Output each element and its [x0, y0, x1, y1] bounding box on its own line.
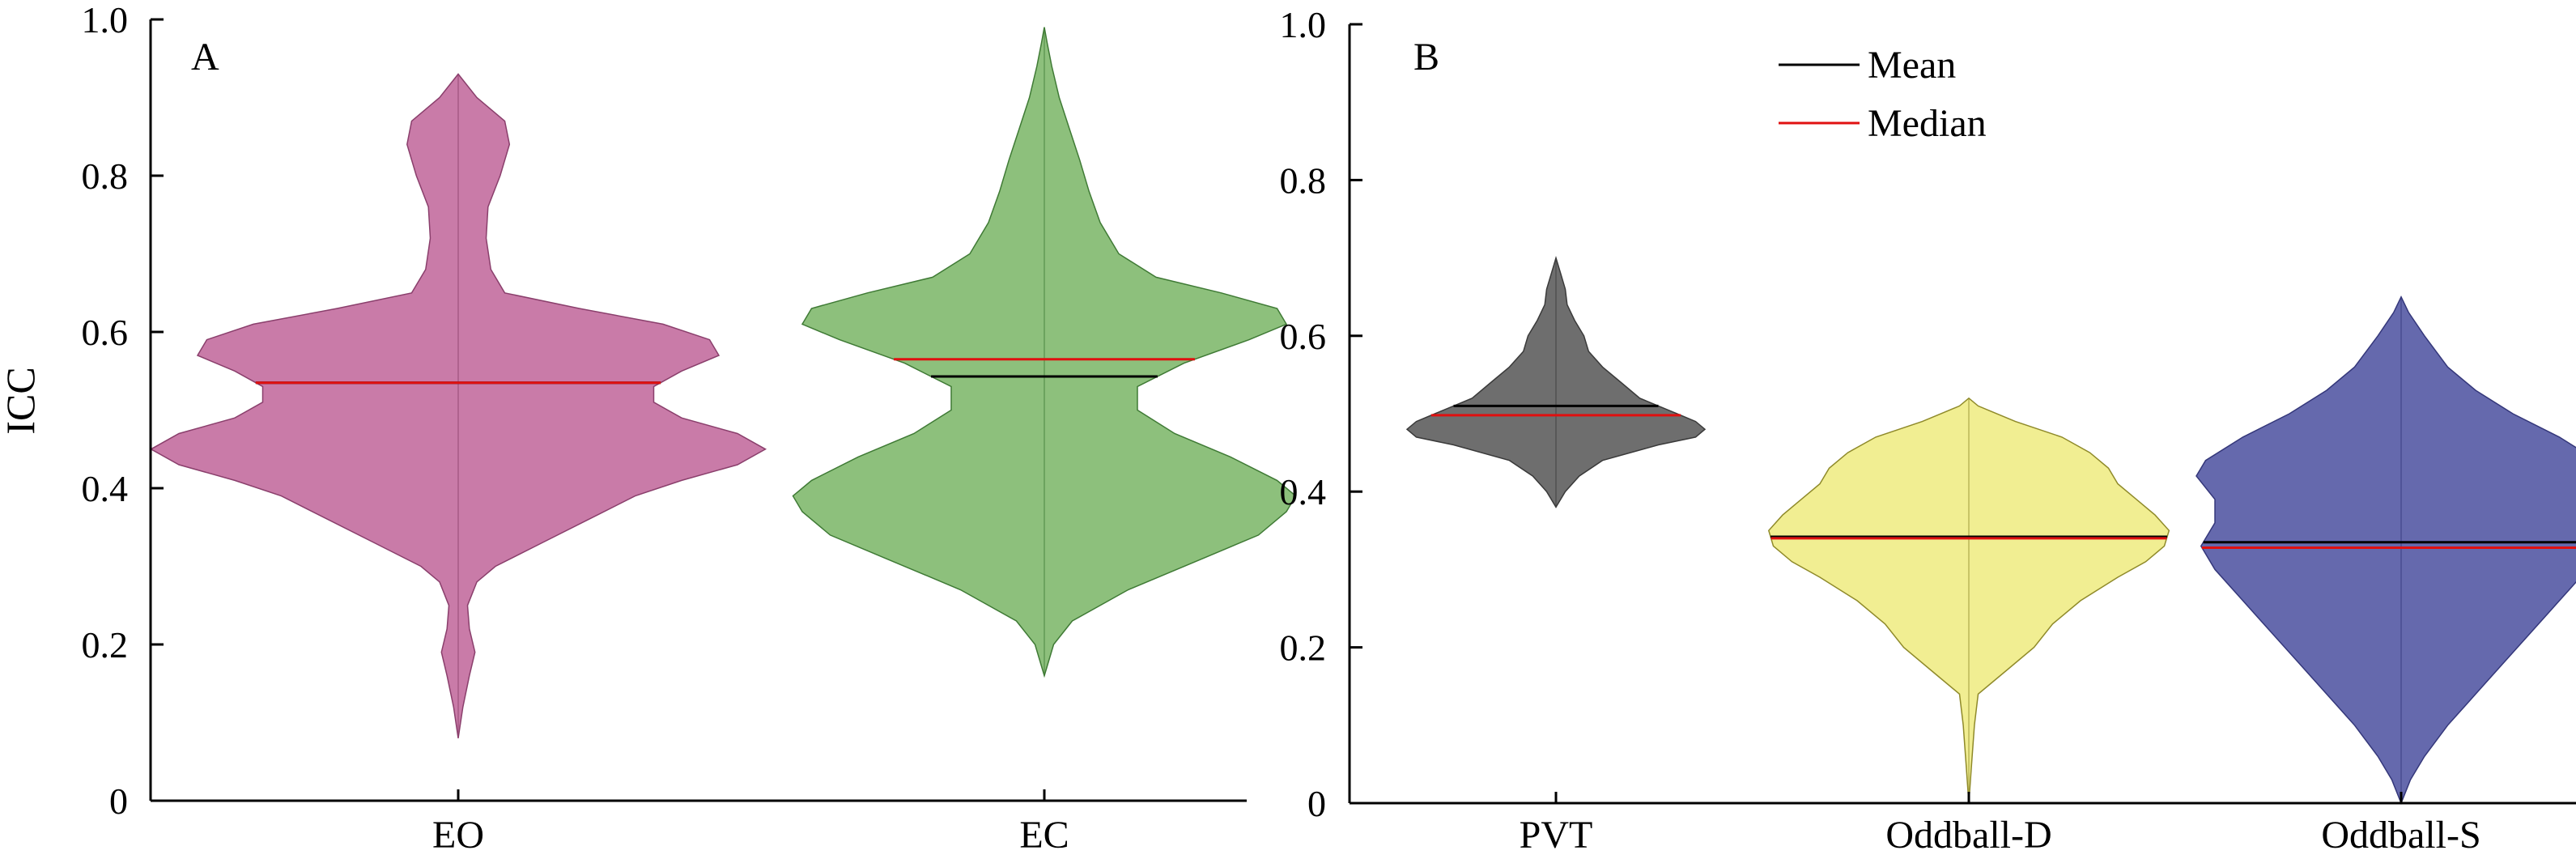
panel-b-y-ticks: 0 0.2 0.4 0.6 0.8 1.0 — [1280, 4, 1362, 824]
panel-a-y-tick-label: 1.0 — [82, 0, 129, 40]
panel-b-y-tick-label: 0.2 — [1280, 627, 1327, 669]
panel-a-y-tick-label: 0.4 — [82, 468, 129, 509]
legend-mean-label: Mean — [1868, 44, 1956, 87]
panel-a-violins — [149, 27, 1297, 738]
legend-median-label: Median — [1868, 102, 1987, 145]
x-label-oddball-d: Oddball-D — [1885, 814, 2051, 857]
panel-a-y-tick-label: 0.8 — [82, 155, 129, 197]
panel-a-y-tick-label: 0.6 — [82, 312, 129, 353]
panel-b: B 0 0.2 0.4 0.6 0.8 1.0 PVT Oddball-D Oddball-S… — [1280, 4, 2576, 857]
panel-b-violins — [1405, 255, 2576, 806]
panel-b-y-tick-label: 0.6 — [1280, 316, 1327, 357]
y-axis-title: ICC — [0, 367, 43, 434]
panel-b-y-tick-label: 0.8 — [1280, 159, 1327, 201]
panel-b-y-tick-label: 1.0 — [1280, 4, 1327, 45]
panel-b-y-tick-label: 0 — [1307, 783, 1326, 824]
x-label-eo: EO — [432, 814, 484, 857]
panel-letter-a: A — [191, 36, 219, 79]
panel-b-x-labels: PVT Oddball-D Oddball-S — [1520, 792, 2481, 857]
x-label-ec: EC — [1019, 814, 1069, 857]
x-label-pvt: PVT — [1520, 814, 1593, 857]
panel-a-y-tick-label: 0 — [109, 780, 128, 822]
panel-a: ICC A 0 0.2 0.4 0.6 0.8 1.0 EO EC — [0, 0, 1297, 857]
legend: Mean Median — [1779, 44, 1987, 145]
panel-a-y-ticks: 0 0.2 0.4 0.6 0.8 1.0 — [82, 0, 164, 822]
panel-a-y-tick-label: 0.2 — [82, 624, 129, 666]
panel-letter-b: B — [1413, 36, 1439, 79]
x-label-oddball-s: Oddball-S — [2321, 814, 2480, 857]
panel-a-x-labels: EO EC — [432, 789, 1069, 857]
panel-a-axes — [149, 19, 1247, 802]
panel-b-axes — [1348, 24, 2576, 805]
panel-b-y-tick-label: 0.4 — [1280, 471, 1327, 512]
